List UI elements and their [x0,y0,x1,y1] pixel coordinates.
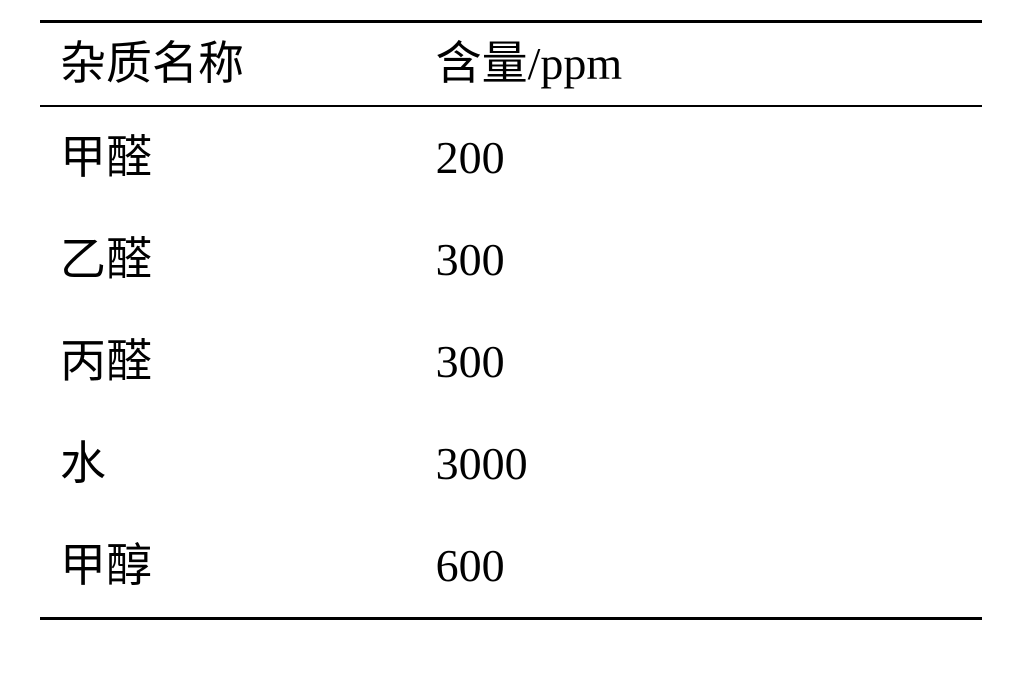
impurity-table: 杂质名称 含量/ppm 甲醛 200 乙醛 300 丙醛 300 水 3000 [40,20,982,620]
table-row: 丙醛 300 [40,311,982,413]
cell-value: 300 [436,209,982,311]
impurity-table-container: 杂质名称 含量/ppm 甲醛 200 乙醛 300 丙醛 300 水 3000 [40,20,982,620]
cell-value: 3000 [436,413,982,515]
cell-name: 甲醇 [40,515,436,619]
cell-value: 300 [436,311,982,413]
cell-name: 水 [40,413,436,515]
column-header-value: 含量/ppm [436,22,982,107]
table-row: 水 3000 [40,413,982,515]
cell-name: 乙醛 [40,209,436,311]
column-header-name: 杂质名称 [40,22,436,107]
table-row: 甲醇 600 [40,515,982,619]
table-row: 乙醛 300 [40,209,982,311]
cell-value: 600 [436,515,982,619]
table-header-row: 杂质名称 含量/ppm [40,22,982,107]
cell-value: 200 [436,106,982,209]
cell-name: 甲醛 [40,106,436,209]
cell-name: 丙醛 [40,311,436,413]
table-row: 甲醛 200 [40,106,982,209]
